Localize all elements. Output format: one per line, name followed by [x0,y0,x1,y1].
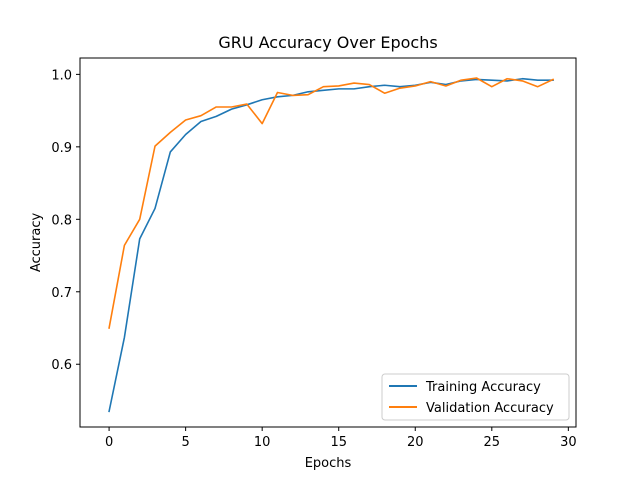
y-axis-ticks: 0.6 0.7 0.8 0.9 1.0 [51,68,80,373]
plot-frame [79,57,577,428]
x-tick-label: 25 [484,435,501,450]
series-line-validation [108,77,555,329]
legend: Training Accuracy Validation Accuracy [381,373,570,421]
x-axis-title: Epochs [305,456,352,471]
legend-box [381,373,570,421]
y-tick-label: 0.8 [51,213,72,228]
y-tick-label: 0.7 [51,286,72,301]
x-tick-label: 30 [560,435,577,450]
y-axis-title: Accuracy [29,213,44,273]
legend-label-validation: Validation Accuracy [426,401,554,416]
legend-label-training: Training Accuracy [425,380,541,395]
y-tick-label: 0.6 [51,358,72,373]
x-tick-label: 20 [407,435,424,450]
x-tick-label: 0 [105,435,113,450]
y-tick-label: 0.9 [51,141,72,156]
chart-title: GRU Accuracy Over Epochs [218,33,437,52]
series-layer [108,77,555,413]
x-tick-label: 10 [254,435,271,450]
x-tick-label: 5 [181,435,189,450]
x-tick-label: 15 [330,435,347,450]
y-tick-label: 1.0 [51,68,72,83]
x-axis-ticks: 0 5 10 15 20 25 30 [105,427,577,450]
